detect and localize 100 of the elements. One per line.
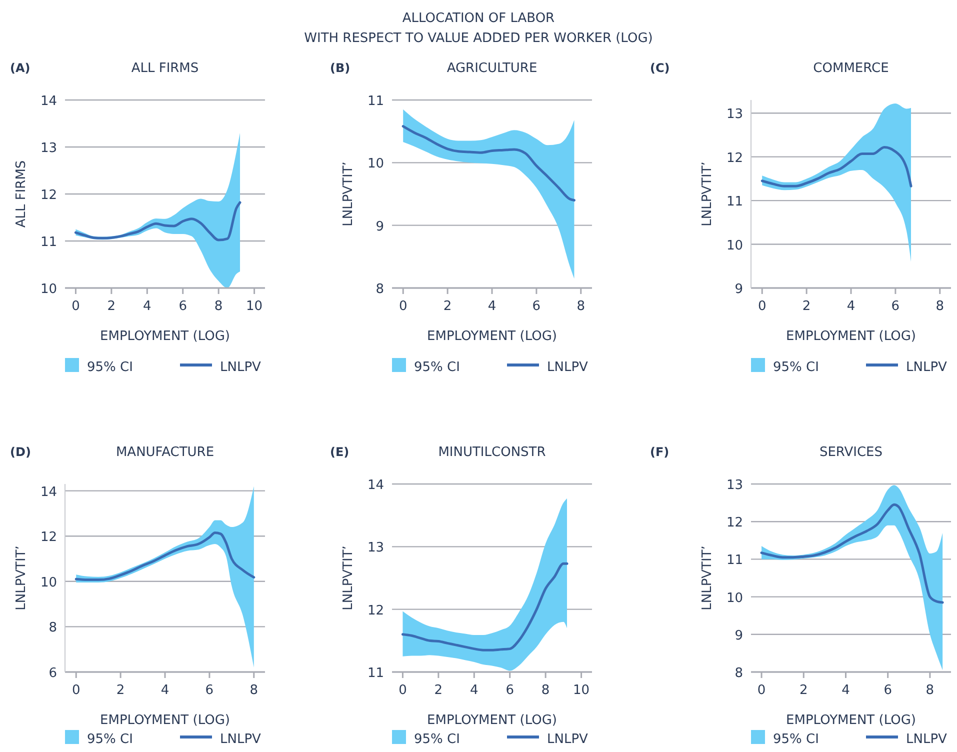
- text: 95% CI: [87, 732, 133, 747]
- x-tick-label: 4: [842, 683, 850, 698]
- text: (F): [650, 445, 670, 459]
- line-series: [760, 503, 944, 604]
- x-tick-label: 2: [107, 299, 116, 314]
- y-tick-label: 9: [734, 628, 743, 644]
- legend-label: LNLPV: [906, 732, 948, 747]
- y-tick-label: 13: [726, 478, 743, 493]
- y-tick-label: 12: [726, 150, 743, 166]
- text: 95% CI: [414, 732, 460, 747]
- y-axis-title: LNLPVTIT’: [341, 162, 356, 226]
- chart-title: COMMERCE: [813, 61, 889, 76]
- text: ALLOCATION OF LABOR: [402, 11, 555, 26]
- y-tick-label: 6: [48, 666, 57, 681]
- y-tick-label: 13: [726, 107, 743, 122]
- y-tick-label: 10: [726, 590, 743, 606]
- x-axis-title: EMPLOYMENT (LOG): [427, 329, 557, 344]
- y-axis-title: LNLPVTIT’: [14, 546, 29, 610]
- text: 95% CI: [87, 360, 133, 375]
- x-tick-label: 6: [178, 299, 187, 314]
- line-series: [74, 531, 256, 582]
- text: (C): [650, 61, 670, 75]
- x-tick-label: 8: [926, 683, 934, 698]
- y-tick-label: 13: [367, 540, 384, 556]
- y-axis-title: LNLPVTIT’: [700, 162, 715, 226]
- chart-title: SERVICES: [819, 445, 883, 460]
- text: (E): [330, 445, 350, 459]
- y-tick-label: 14: [367, 478, 384, 493]
- x-tick-label: 0: [757, 683, 766, 698]
- y-tick-label: 12: [40, 530, 57, 546]
- x-tick-label: 6: [891, 299, 900, 314]
- text: 95% CI: [773, 732, 819, 747]
- text: WITH RESPECT TO VALUE ADDED PER WORKER (LOG): [304, 31, 653, 46]
- y-tick-label: 9: [734, 282, 743, 297]
- x-tick-label: 4: [846, 299, 856, 314]
- x-tick-label: 8: [576, 299, 586, 314]
- chart-title: ALL FIRMS: [131, 61, 199, 76]
- y-tick-label: 11: [367, 94, 384, 109]
- x-tick-label: 4: [470, 683, 478, 698]
- text: (D): [10, 445, 31, 459]
- line-series: [74, 201, 242, 242]
- y-tick-label: 12: [367, 603, 384, 618]
- x-axis-title: EMPLOYMENT (LOG): [100, 713, 230, 728]
- x-tick-label: 0: [758, 299, 766, 314]
- legend-label: LNLPV: [547, 732, 588, 747]
- legend-label: LNLPV: [547, 360, 588, 375]
- line-series: [402, 125, 576, 202]
- y-tick-label: 14: [40, 484, 57, 500]
- y-tick-label: 11: [726, 194, 743, 210]
- y-tick-label: 11: [726, 553, 743, 568]
- y-tick-label: 11: [40, 235, 57, 250]
- y-tick-label: 10: [726, 238, 743, 254]
- x-tick-label: 4: [160, 683, 170, 698]
- x-axis-title: EMPLOYMENT (LOG): [100, 329, 230, 344]
- line-series: [401, 562, 568, 652]
- x-tick-label: 6: [205, 683, 214, 698]
- y-tick-label: 12: [726, 516, 743, 531]
- y-tick-label: 13: [40, 141, 57, 156]
- x-tick-label: 8: [214, 299, 223, 314]
- x-tick-label: 8: [541, 683, 550, 698]
- x-tick-label: 2: [443, 299, 452, 314]
- text: (A): [10, 61, 30, 75]
- y-tick-label: 12: [40, 188, 57, 203]
- legend-label: LNLPV: [220, 732, 262, 747]
- x-tick-label: 2: [116, 683, 125, 698]
- legend-label: LNLPV: [220, 360, 262, 375]
- text: (B): [330, 61, 350, 75]
- x-tick-label: 10: [246, 299, 263, 314]
- x-tick-label: 10: [573, 683, 590, 698]
- y-tick-label: 14: [40, 94, 57, 109]
- y-tick-label: 10: [40, 575, 57, 590]
- y-tick-label: 11: [367, 666, 384, 681]
- y-tick-label: 8: [48, 620, 57, 636]
- x-tick-label: 4: [488, 299, 496, 314]
- x-axis-title: EMPLOYMENT (LOG): [786, 329, 916, 344]
- x-tick-label: 6: [532, 299, 541, 314]
- line-series: [760, 146, 912, 188]
- chart-title: MANUFACTURE: [116, 445, 214, 460]
- y-tick-label: 8: [376, 282, 384, 297]
- text: 95% CI: [414, 360, 460, 375]
- y-axis-title: LNLPVTIT’: [700, 546, 715, 610]
- x-tick-label: 0: [398, 683, 407, 698]
- y-tick-label: 10: [40, 282, 57, 297]
- x-tick-label: 2: [799, 683, 808, 698]
- x-tick-label: 2: [802, 299, 811, 314]
- legend-label: LNLPV: [906, 360, 948, 375]
- y-axis-title: LNLPVTIT’: [341, 546, 356, 610]
- x-tick-label: 6: [884, 683, 892, 698]
- x-tick-label: 4: [143, 299, 152, 314]
- x-tick-label: 0: [72, 299, 80, 314]
- x-axis-title: EMPLOYMENT (LOG): [786, 713, 916, 728]
- y-tick-label: 10: [367, 156, 384, 172]
- text: 95% CI: [773, 360, 819, 375]
- y-tick-label: 8: [734, 666, 743, 681]
- chart-title: MINUTILCONSTR: [438, 445, 546, 460]
- x-tick-label: 8: [250, 683, 258, 698]
- x-axis-title: EMPLOYMENT (LOG): [427, 713, 557, 728]
- chart-title: AGRICULTURE: [446, 61, 538, 76]
- x-tick-label: 0: [72, 683, 80, 698]
- y-axis-title: ALL FIRMS: [14, 160, 29, 228]
